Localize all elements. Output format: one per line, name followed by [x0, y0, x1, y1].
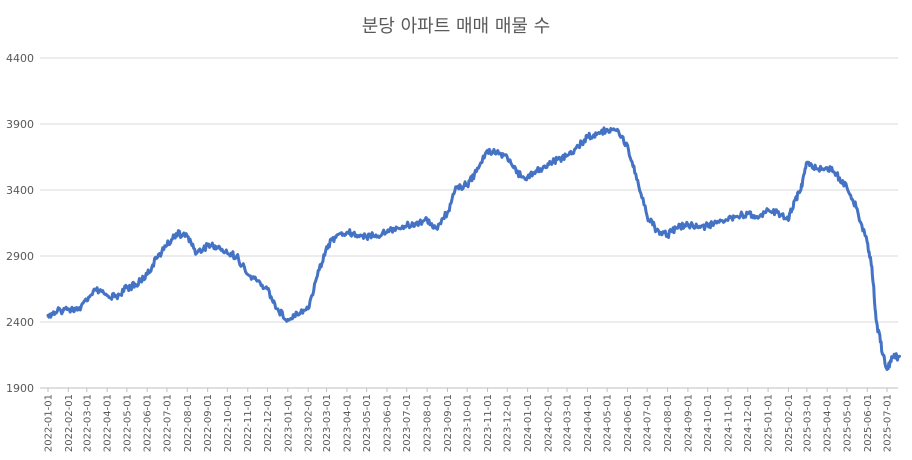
x-tick-label: 2024-01-01 [523, 394, 534, 452]
y-tick-label: 2400 [6, 316, 34, 329]
x-tick-label: 2024-08-01 [663, 394, 674, 452]
x-axis-ticks: 2022-01-01 2022-02-01 2022-03-01 2022-04-01… [44, 388, 894, 452]
x-tick-label: 2025-04-01 [823, 394, 834, 452]
y-axis-ticks: 1900 2400 2900 3400 3900 4400 [6, 52, 34, 395]
x-tick-label: 2022-05-01 [122, 394, 133, 452]
x-tick-label: 2024-06-01 [623, 394, 634, 452]
gridlines [40, 57, 898, 323]
x-tick-label: 2025-01-01 [764, 394, 775, 452]
x-tick-label: 2025-07-01 [883, 394, 894, 452]
x-tick-label: 2022-03-01 [82, 394, 93, 452]
x-tick-label: 2024-12-01 [743, 394, 754, 452]
chart-title: 분당 아파트 매매 매물 수 [362, 16, 551, 37]
x-tick-label: 2025-02-01 [784, 394, 795, 452]
x-tick-label: 2022-06-01 [143, 394, 154, 452]
x-tick-label: 2023-01-01 [283, 394, 294, 452]
x-tick-label: 2022-10-01 [223, 394, 234, 452]
x-tick-label: 2022-08-01 [183, 394, 194, 452]
x-tick-label: 2025-05-01 [842, 394, 853, 452]
y-tick-label: 3400 [6, 184, 34, 197]
x-tick-label: 2023-05-01 [362, 394, 373, 452]
x-tick-label: 2025-06-01 [863, 394, 874, 452]
x-tick-label: 2024-11-01 [724, 394, 735, 452]
x-tick-label: 2023-04-01 [342, 394, 353, 452]
x-tick-label: 2024-09-01 [683, 394, 694, 452]
x-tick-label: 2024-07-01 [643, 394, 654, 452]
y-tick-label: 3900 [6, 118, 34, 131]
x-tick-label: 2023-03-01 [322, 394, 333, 452]
x-tick-label: 2023-12-01 [503, 394, 514, 452]
x-tick-label: 2023-02-01 [304, 394, 315, 452]
x-tick-label: 2022-04-01 [103, 394, 114, 452]
x-tick-label: 2023-09-01 [443, 394, 454, 452]
x-tick-label: 2022-11-01 [243, 394, 254, 452]
x-tick-label: 2024-04-01 [583, 394, 594, 452]
x-tick-label: 2024-02-01 [543, 394, 554, 452]
x-tick-label: 2022-12-01 [263, 394, 274, 452]
y-tick-label: 1900 [6, 382, 34, 395]
x-tick-label: 2025-03-01 [802, 394, 813, 452]
x-tick-label: 2023-08-01 [423, 394, 434, 452]
x-tick-label: 2023-06-01 [383, 394, 394, 452]
x-tick-label: 2022-07-01 [162, 394, 173, 452]
y-tick-label: 4400 [6, 52, 34, 65]
x-tick-label: 2023-10-01 [463, 394, 474, 452]
x-tick-label: 2024-03-01 [563, 394, 574, 452]
x-tick-label: 2023-11-01 [483, 394, 494, 452]
x-tick-label: 2022-01-01 [44, 394, 55, 452]
x-tick-label: 2022-09-01 [203, 394, 214, 452]
series-line [46, 126, 901, 371]
y-tick-label: 2900 [6, 250, 34, 263]
x-tick-label: 2022-02-01 [64, 394, 75, 452]
x-tick-label: 2024-05-01 [603, 394, 614, 452]
x-tick-label: 2023-07-01 [402, 394, 413, 452]
x-tick-label: 2024-10-01 [703, 394, 714, 452]
